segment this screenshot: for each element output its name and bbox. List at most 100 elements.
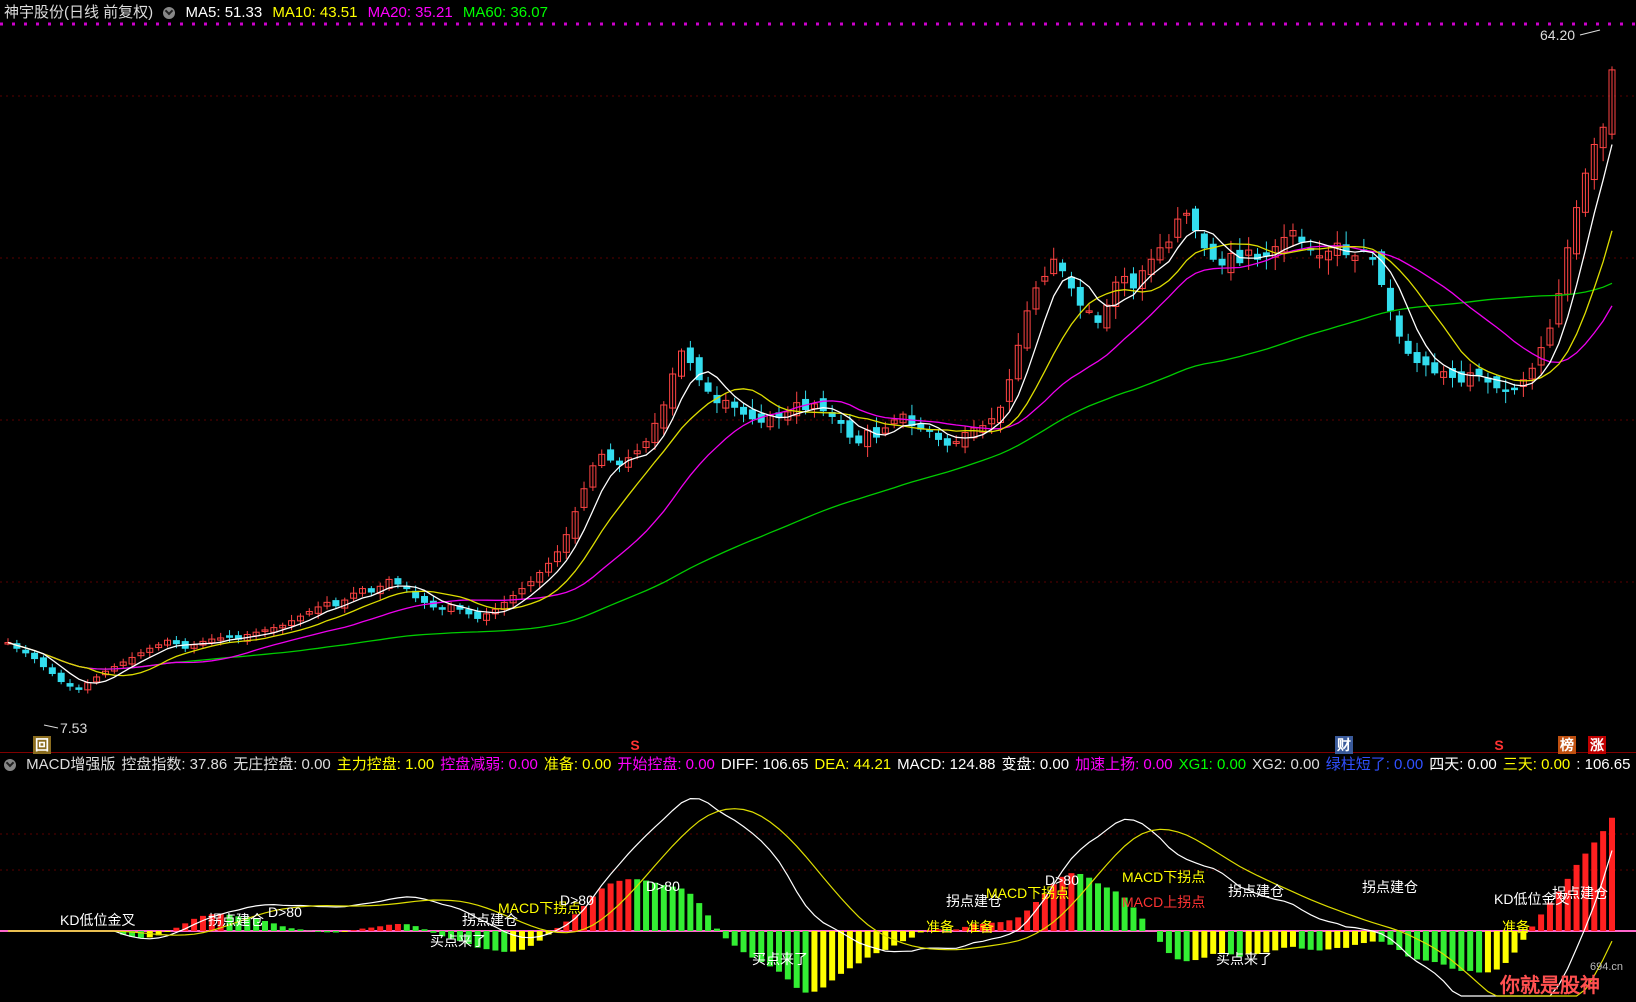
- candle-body: [1581, 172, 1589, 213]
- macd-bar: [1298, 931, 1305, 949]
- candle-body: [1369, 257, 1377, 260]
- macd-bar: [1414, 931, 1421, 960]
- macd-bar: [1352, 931, 1359, 945]
- macd-bar: [1538, 914, 1545, 931]
- macd-bar: [465, 931, 472, 945]
- macd-bar: [1369, 931, 1376, 942]
- marker-cai[interactable]: 财: [1335, 736, 1353, 754]
- signal-annotation: 买点来了: [430, 933, 486, 949]
- settings-circle-icon[interactable]: [4, 759, 16, 772]
- macd-bar: [350, 930, 357, 931]
- signal-annotation: D>80: [646, 878, 680, 894]
- candle-body: [1528, 367, 1536, 380]
- candle-body: [155, 644, 163, 649]
- candle-body: [1599, 126, 1607, 149]
- signal-annotation: D>80: [560, 892, 594, 908]
- macd-bar: [1573, 864, 1580, 931]
- indicator-value: XG1: 0.00: [1178, 756, 1247, 773]
- macd-bar: [1564, 878, 1571, 931]
- candle-body: [988, 418, 996, 425]
- macd-bar: [767, 931, 774, 967]
- marker-hui[interactable]: 回: [33, 736, 51, 754]
- candle-body: [172, 640, 180, 645]
- macd-bar: [1555, 891, 1562, 931]
- indicator-value: 绿柱短了: 0.00: [1325, 756, 1424, 773]
- marker-zhang[interactable]: 涨: [1588, 736, 1606, 754]
- signal-annotation: 拐点建仓: [462, 912, 518, 928]
- macd-bar: [882, 931, 889, 950]
- candle-body: [881, 427, 889, 434]
- candle-body: [1511, 387, 1519, 391]
- macd-bar: [855, 931, 862, 964]
- macd-bar: [740, 931, 747, 953]
- macd-bar: [173, 927, 180, 931]
- macd-bar: [1236, 931, 1243, 957]
- macd-bar: [775, 931, 782, 972]
- macd-bar: [501, 931, 508, 952]
- candle-body: [332, 600, 340, 607]
- candle-body: [527, 581, 535, 587]
- macd-bar: [1440, 931, 1447, 965]
- candle-body: [1138, 270, 1146, 289]
- ma10-line: [7, 230, 1613, 677]
- stock-title[interactable]: 神宇股份(日线 前复权): [4, 4, 154, 21]
- candle-body: [137, 652, 145, 657]
- macd-bar: [235, 916, 242, 931]
- watermark-site: 694.cn: [1590, 961, 1623, 973]
- candle-body: [553, 551, 561, 563]
- candle-body: [146, 647, 154, 653]
- macd-bar: [1343, 931, 1350, 948]
- ma5-line: [7, 144, 1613, 684]
- macd-bar: [474, 931, 481, 948]
- macd-bar: [811, 931, 818, 992]
- macd-bar: [651, 882, 658, 931]
- indicator-value: 加速上扬: 0.00: [1075, 756, 1173, 773]
- candle-body: [748, 409, 756, 420]
- macd-bar: [1219, 931, 1226, 954]
- macd-bar: [749, 931, 756, 958]
- marker-bang[interactable]: 榜: [1558, 736, 1576, 754]
- macd-bar: [129, 931, 136, 937]
- macd-bar: [1511, 931, 1518, 953]
- candle-body: [119, 661, 127, 666]
- macd-bar: [758, 931, 765, 962]
- watermark-text: 你就是股神: [1499, 973, 1600, 997]
- marker-s[interactable]: S: [1494, 737, 1504, 753]
- candle-body: [837, 419, 845, 424]
- candle-body: [1129, 273, 1137, 289]
- signal-annotation: 拐点建仓: [946, 893, 1002, 909]
- candle-body: [872, 427, 880, 438]
- candle-body: [545, 562, 553, 573]
- macd-bar: [1476, 931, 1483, 973]
- indicator-value: : 106.65: [1576, 756, 1631, 773]
- candle-body: [1209, 243, 1217, 260]
- candle-body: [669, 373, 677, 409]
- marker-s[interactable]: S: [630, 737, 640, 753]
- macd-bar: [341, 931, 348, 932]
- macd-bar: [261, 920, 268, 931]
- candle-body: [740, 406, 748, 415]
- candle-body: [934, 432, 942, 440]
- macd-bar: [970, 924, 977, 931]
- candle-body: [1457, 371, 1465, 383]
- settings-circle-icon[interactable]: [163, 7, 176, 20]
- indicator-value: MACD增强版: [26, 756, 116, 773]
- signal-annotation: 准备: [1502, 919, 1530, 935]
- macd-bar: [253, 918, 260, 931]
- signal-annotation: D>80: [268, 904, 302, 920]
- low-arrow: [43, 724, 59, 729]
- macd-bar: [1316, 931, 1323, 951]
- macd-bar: [625, 879, 632, 931]
- candle-body: [607, 449, 615, 461]
- candle-body: [1005, 379, 1013, 402]
- candle-body: [1050, 258, 1058, 275]
- macd-bar: [1263, 931, 1270, 953]
- candle-body: [1386, 287, 1394, 312]
- candle-body: [1103, 304, 1111, 329]
- candle-body: [1014, 344, 1022, 380]
- candle-body: [1378, 251, 1386, 285]
- candle-body: [465, 609, 473, 615]
- indicator-value: 三天: 0.00: [1502, 756, 1571, 773]
- macd-bar: [1484, 931, 1491, 973]
